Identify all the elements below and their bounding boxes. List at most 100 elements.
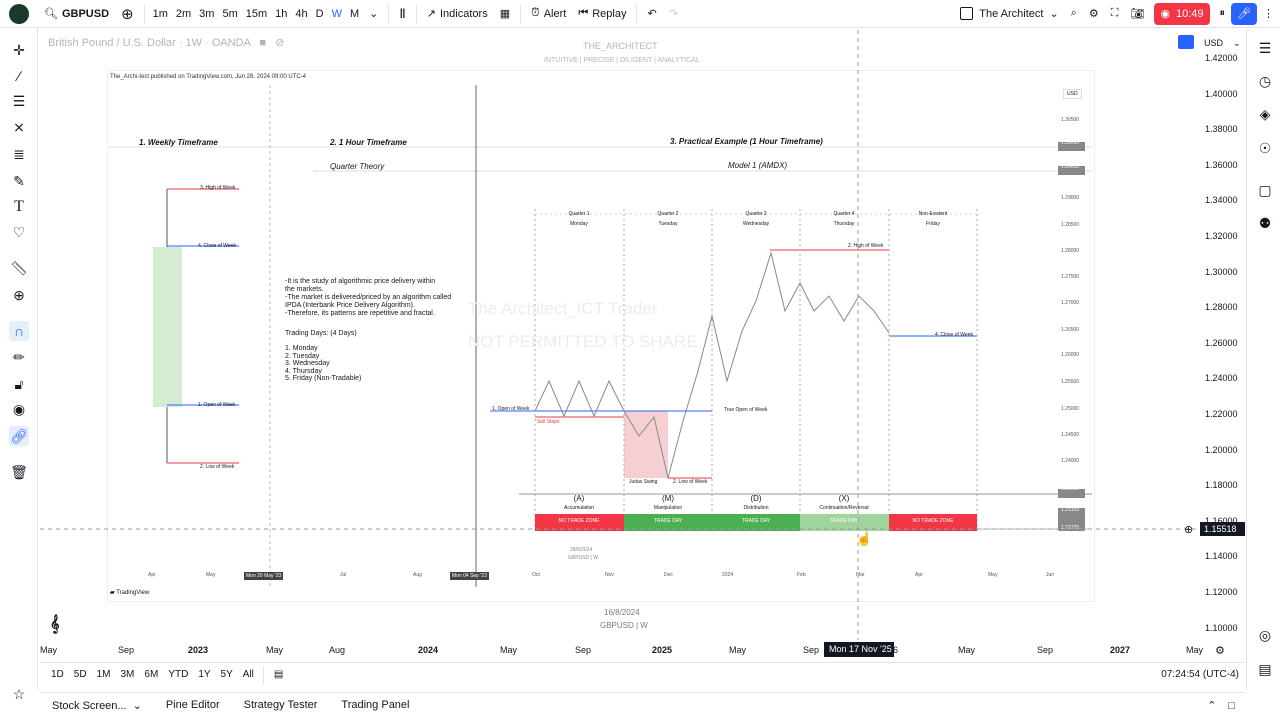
pattern-tool[interactable]: ⨯	[9, 117, 29, 137]
interval-4h[interactable]: 4h	[295, 7, 308, 20]
autoscale-button[interactable]	[1178, 35, 1194, 49]
tv-logo-small: ▰ TradingView	[110, 590, 150, 596]
interval-M[interactable]: M	[349, 7, 360, 20]
undo-button[interactable]: ↶	[641, 0, 662, 28]
interval-1h[interactable]: 1h	[275, 7, 288, 20]
maximize-panel-button[interactable]: □	[1228, 700, 1235, 712]
alerts-panel-button[interactable]: ◷	[1255, 71, 1275, 91]
favorites-tool[interactable]: ☆	[9, 684, 29, 704]
interval-5m[interactable]: 5m	[222, 7, 238, 20]
range-1M[interactable]: 1M	[96, 669, 111, 680]
range-5Y[interactable]: 5Y	[220, 669, 233, 680]
trendline-tool[interactable]: ∕	[9, 66, 29, 86]
gear-icon: ⚙︎	[1088, 8, 1099, 20]
crosshair-tool[interactable]: ✛	[9, 40, 29, 60]
text-tool[interactable]: T	[9, 197, 29, 217]
alarm-icon: ⏰︎	[531, 7, 540, 19]
inner-price-tick: 1.28500	[1061, 222, 1080, 228]
brush-tool[interactable]: ✎	[9, 171, 29, 191]
inner-time-tick: Oct	[532, 572, 540, 578]
list-icon: ☰	[1258, 39, 1272, 56]
lightbulb-icon: ☉	[1258, 139, 1272, 156]
range-YTD[interactable]: YTD	[168, 669, 189, 680]
interval-2m[interactable]: 2m	[175, 7, 192, 20]
symbol-search[interactable]: 🔍︎ GBPUSD	[44, 7, 110, 21]
axis-settings-button[interactable]: ⚙︎	[1215, 644, 1225, 657]
pause-button[interactable]: ⏸︎	[1214, 0, 1232, 28]
dom-button[interactable]: ◎	[1255, 625, 1275, 645]
currency-selector[interactable]: USD ⌄	[1204, 38, 1241, 48]
square-icon: □	[1228, 699, 1235, 712]
interval-D[interactable]: D	[315, 7, 324, 20]
drawing-toolbar: ✛ ∕ ☰ ⨯ ≣ ✎ T ♡ 📏︎ ⊕ ∩ ✏︎ 🔓︎ ◉ 🔗︎ 🗑︎ ☆	[0, 28, 38, 702]
range-1D[interactable]: 1D	[51, 669, 64, 680]
lock-tool[interactable]: 🔓︎	[9, 374, 29, 394]
tab-0[interactable]: Stock Screen... ⌄	[40, 699, 154, 712]
settings-button[interactable]: ⚙︎	[1083, 0, 1105, 28]
tab-2[interactable]: Strategy Tester	[232, 699, 330, 712]
headset-icon: ⚉	[1258, 214, 1272, 231]
stay-drawing-tool[interactable]: ✏︎	[9, 347, 29, 367]
replay-button[interactable]: ⏮︎ Replay	[578, 7, 627, 20]
interval-1m[interactable]: 1m	[152, 7, 168, 20]
price-tick: 1.12000	[1205, 587, 1238, 597]
inner-price-tick: 1.26500	[1061, 327, 1080, 333]
range-3M[interactable]: 3M	[120, 669, 135, 680]
label-sell-stops: Sell Stops	[537, 419, 560, 425]
tab-1[interactable]: Pine Editor	[154, 699, 232, 712]
tab-3[interactable]: Trading Panel	[329, 699, 421, 712]
inner-price-tick: 1.30500	[1061, 117, 1080, 123]
templates-button[interactable]: ▦	[494, 0, 516, 28]
time-tick: 2023	[188, 645, 209, 655]
interval-15m[interactable]: 15m	[245, 7, 268, 20]
interval-dropdown[interactable]: ⌄	[363, 0, 384, 28]
inner-time-tick: Mon 29 May '23	[244, 572, 284, 580]
price-tag-2	[1058, 166, 1085, 175]
hide-tool[interactable]: ◉	[9, 399, 29, 419]
clock-label[interactable]: 07:24:54 (UTC-4)	[1161, 669, 1239, 680]
range-6M[interactable]: 6M	[144, 669, 159, 680]
snapshot-button[interactable]: 📷︎	[1124, 0, 1150, 28]
crosshair-time-label: Mon 17 Nov '25	[824, 642, 894, 657]
price-tick: 1.42000	[1205, 53, 1238, 63]
magnet-tool[interactable]: ∩	[9, 321, 29, 341]
phase-name: Manipulation	[653, 505, 683, 511]
remove-tool[interactable]: 🗑︎	[9, 462, 29, 482]
add-alert-icon[interactable]: ⊕	[1184, 524, 1194, 536]
calendar-button[interactable]: ▤	[1255, 659, 1275, 679]
range-5D[interactable]: 5D	[73, 669, 87, 680]
record-button[interactable]: ◉ 10:49	[1154, 2, 1210, 25]
layers-button[interactable]: ◈	[1255, 104, 1275, 124]
forecast-tool[interactable]: ≣	[9, 144, 29, 164]
inner-price-tick: 1.29615	[1061, 164, 1080, 170]
link-icon: 🔗︎	[10, 427, 28, 444]
help-button[interactable]: ⚉	[1255, 213, 1275, 233]
ideas-button[interactable]: ☉	[1255, 138, 1275, 158]
chat-button[interactable]: ▢	[1255, 180, 1275, 200]
watchlist-button[interactable]: ☰	[1255, 38, 1275, 58]
zoom-tool[interactable]: ⊕	[9, 285, 29, 305]
layout-selector[interactable]: The Architect ⌄	[954, 0, 1064, 28]
chevron-down-icon: ⌄	[1049, 8, 1059, 20]
range-1Y[interactable]: 1Y	[198, 669, 211, 680]
indicators-button[interactable]: ↗ Indicators	[426, 7, 488, 21]
collapse-panel-button[interactable]: ⌃	[1207, 699, 1216, 712]
chart-type-button[interactable]: Ⅱ	[393, 0, 411, 28]
quick-search-button[interactable]: ⌕	[1065, 0, 1083, 28]
range-All[interactable]: All	[242, 669, 254, 680]
fullscreen-button[interactable]: ⛶	[1105, 0, 1125, 28]
tradingview-logo-icon[interactable]: 𝄞︎	[50, 616, 60, 633]
sync-tool[interactable]: 🔗︎	[9, 426, 29, 446]
fib-tool[interactable]: ☰	[9, 91, 29, 111]
mic-button[interactable]: 🎤︎	[1231, 2, 1257, 25]
interval-3m[interactable]: 3m	[199, 7, 215, 20]
interval-W[interactable]: W	[331, 7, 342, 20]
user-avatar[interactable]	[0, 0, 38, 28]
goto-date-button[interactable]: ▤	[274, 669, 283, 680]
icon-tool[interactable]: ♡	[9, 222, 29, 242]
alert-button[interactable]: ⏰︎ Alert	[531, 7, 567, 20]
measure-tool[interactable]: 📏︎	[9, 258, 29, 278]
redo-button[interactable]: ↷	[663, 0, 684, 28]
compare-button[interactable]: ⊕	[115, 0, 140, 28]
more-button[interactable]: ⋮	[1257, 0, 1280, 28]
